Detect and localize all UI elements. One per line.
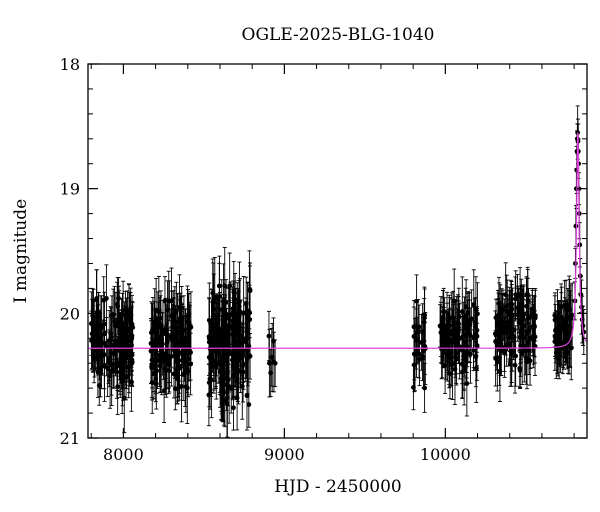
data-point (167, 348, 172, 393)
data-point (157, 296, 163, 352)
data-point (569, 282, 575, 348)
data-point (444, 329, 450, 382)
x-tick-label: 10000 (420, 445, 471, 464)
data-point (442, 337, 448, 394)
data-point (463, 279, 469, 335)
data-point (232, 299, 238, 371)
data-point (226, 314, 232, 393)
data-point (217, 255, 222, 338)
plot-frame (87, 63, 588, 439)
data-point (168, 326, 174, 387)
data-point (266, 328, 272, 398)
data-point (499, 293, 505, 350)
data-point (106, 329, 112, 388)
data-point (179, 304, 185, 369)
data-point (471, 329, 476, 372)
data-point (507, 290, 512, 333)
data-point (117, 318, 123, 368)
data-point (495, 289, 501, 346)
data-point (153, 355, 159, 403)
data-point (171, 290, 177, 339)
data-point (511, 312, 516, 361)
data-point (565, 331, 571, 374)
data-point (560, 300, 566, 344)
data-point (512, 336, 518, 394)
data-point (271, 317, 276, 365)
data-point (171, 307, 177, 373)
data-point (114, 336, 120, 391)
data-point (209, 301, 214, 348)
axis-ticks: 8000 9000 10000 18 19 20 21 (60, 55, 587, 464)
data-point (222, 246, 228, 325)
data-point (266, 310, 272, 362)
data-point (461, 342, 467, 390)
data-point (563, 279, 569, 340)
data-point (228, 363, 234, 414)
data-point (523, 330, 529, 385)
data-point (235, 327, 240, 390)
data-point (109, 333, 115, 374)
data-point (182, 308, 188, 373)
model-curve (88, 132, 588, 349)
data-point (166, 270, 172, 331)
data-points-layer (88, 105, 587, 439)
data-point (411, 306, 417, 367)
data-point (217, 291, 223, 371)
data-point (152, 309, 157, 372)
y-tick-label: 18 (60, 55, 80, 74)
data-point (98, 295, 104, 355)
data-point (246, 381, 252, 428)
data-point (473, 333, 479, 403)
data-point (104, 264, 109, 333)
data-point (449, 292, 455, 344)
y-tick-label: 20 (60, 304, 80, 323)
data-point (420, 303, 426, 361)
data-point (213, 338, 219, 390)
data-point (123, 290, 128, 339)
data-point (247, 284, 253, 355)
data-point (184, 351, 190, 424)
data-point (452, 333, 458, 405)
data-point (220, 346, 226, 422)
data-point (89, 310, 94, 371)
x-axis-label: HJD - 2450000 (274, 477, 402, 497)
data-point (501, 298, 507, 355)
data-point (515, 285, 521, 330)
data-point (152, 315, 158, 375)
data-point (129, 336, 135, 386)
data-point (125, 290, 130, 332)
data-point (220, 300, 225, 378)
data-point (518, 302, 524, 364)
model-curve-layer (88, 132, 588, 349)
data-point (517, 349, 523, 388)
data-point (414, 316, 420, 365)
data-point (527, 336, 533, 386)
y-tick-label: 21 (60, 429, 80, 448)
data-point (175, 344, 181, 405)
data-point (89, 298, 95, 369)
data-point (450, 329, 455, 401)
data-point (556, 322, 562, 380)
data-point (177, 341, 182, 394)
x-tick-label: 8000 (103, 445, 144, 464)
data-point (467, 299, 472, 342)
data-point (173, 281, 179, 341)
data-point (113, 324, 118, 377)
data-point (245, 314, 251, 387)
data-point (440, 307, 446, 361)
data-point (187, 305, 193, 351)
data-point (515, 273, 520, 320)
data-point (159, 312, 165, 376)
chart-title: OGLE-2025-BLG-1040 (242, 25, 435, 45)
data-point (231, 385, 236, 431)
y-axis-label: I magnitude (11, 199, 31, 303)
y-tick-label: 19 (60, 180, 80, 199)
data-point (524, 334, 530, 390)
x-tick-label: 9000 (264, 445, 305, 464)
